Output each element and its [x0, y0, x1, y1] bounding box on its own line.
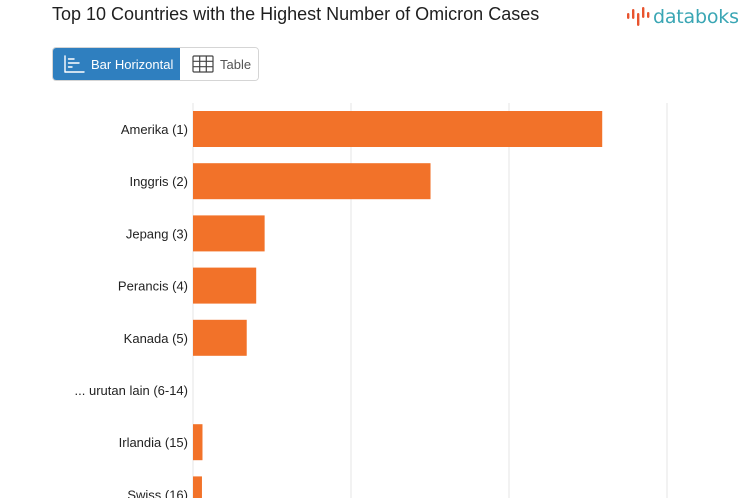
category-label: Irlandia (15) [119, 435, 188, 450]
table-icon [192, 55, 214, 73]
bars [193, 111, 603, 498]
category-label: Kanada (5) [124, 331, 188, 346]
category-labels: Amerika (1) Inggris (2) Jepang (3) Perancis… [75, 122, 188, 498]
category-label: Amerika (1) [121, 122, 188, 137]
gridlines [192, 103, 668, 498]
bar[interactable] [193, 319, 247, 356]
table-label: Table [220, 56, 252, 72]
category-label: ... urutan lain (6-14) [75, 383, 188, 398]
databoks-logo: databoks [626, 4, 739, 30]
category-label: Swiss (16) [127, 487, 188, 498]
databoks-mark-icon [627, 7, 650, 26]
bar[interactable] [193, 267, 257, 304]
bar-horizontal-label: Bar Horizontal [91, 56, 174, 72]
view-toggle: Bar Horizontal Table [52, 47, 259, 81]
chart-title: Top 10 Countries with the Highest Number… [52, 4, 540, 24]
bar[interactable] [193, 111, 603, 147]
category-label: Jepang (3) [126, 226, 188, 241]
bar[interactable] [193, 476, 202, 498]
bar-horizontal-button[interactable]: Bar Horizontal [53, 48, 180, 80]
brand-name: databoks [653, 6, 739, 28]
category-label: Inggris (2) [129, 174, 188, 189]
category-label: Perancis (4) [118, 279, 188, 294]
bar-chart-icon [64, 55, 85, 73]
bar[interactable] [193, 215, 265, 252]
bar[interactable] [193, 163, 431, 200]
table-button[interactable]: Table [180, 48, 258, 80]
bar[interactable] [193, 424, 203, 461]
